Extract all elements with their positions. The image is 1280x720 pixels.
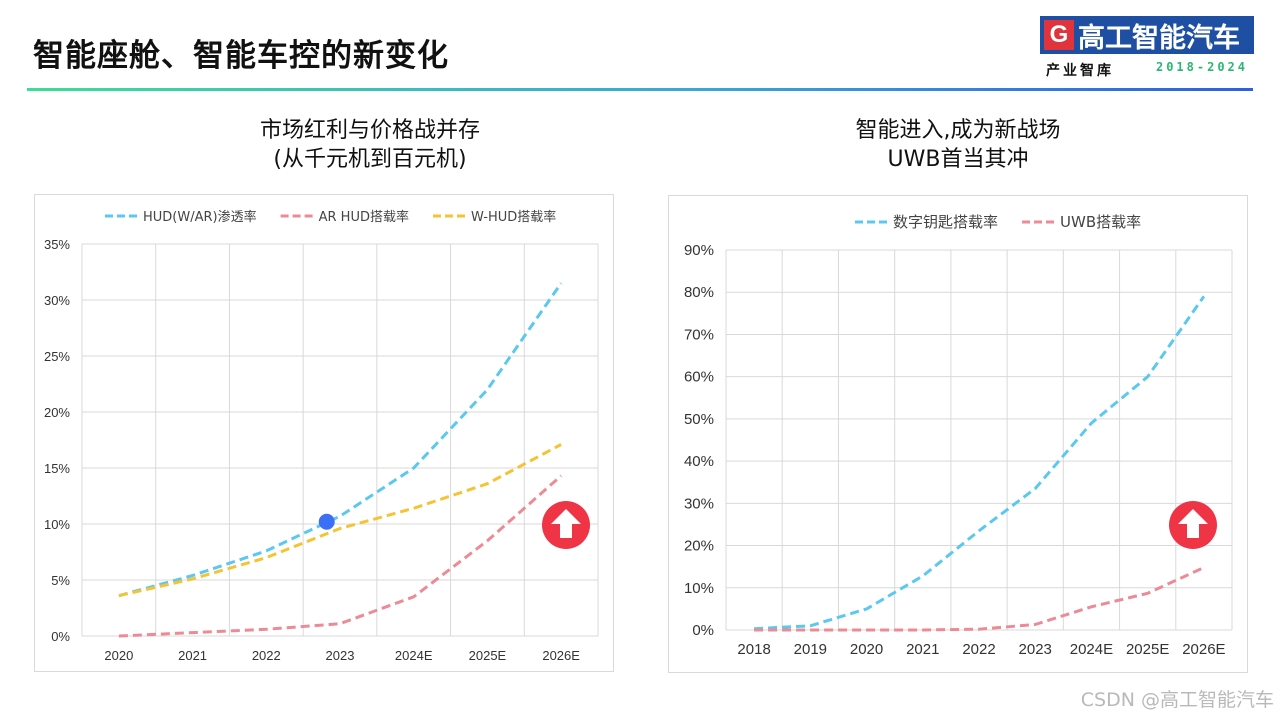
- key-xtick-label: 2023: [1019, 641, 1052, 658]
- hud-xtick-label: 2025E: [469, 648, 507, 663]
- key-ytick-label: 40%: [684, 453, 714, 470]
- key-series-line-0: [754, 295, 1206, 631]
- key-xtick-label: 2024E: [1070, 641, 1113, 658]
- left-panel-title-line2: (从千元机到百元机): [273, 147, 467, 172]
- hud-legend-label-1: AR HUD搭载率: [319, 209, 409, 225]
- logo-subtitle-left: 产业智库: [1046, 63, 1114, 79]
- digital-key-uwb-chart: 0% 10% 20% 30% 40% 50% 60% 70% 80% 90% 2018 2019 202…: [668, 195, 1248, 673]
- right-panel-title-line1: 智能进入,成为新战场: [855, 118, 1061, 143]
- hud-penetration-chart-svg: 0% 5% 10% 15% 20% 25% 30% 35% 2020 2021 2022 2023 20…: [44, 209, 599, 663]
- key-legend-label-0: 数字钥匙搭载率: [893, 213, 998, 231]
- left-panel-title-line1: 市场红利与价格战并存: [259, 118, 480, 143]
- hud-series-line-0: [118, 282, 563, 598]
- logo-subtitle-right: 2018-2024: [1155, 60, 1248, 74]
- header-divider: [27, 88, 1253, 91]
- key-xtick-label: 2020: [850, 641, 883, 658]
- key-ytick-label: 10%: [684, 580, 714, 597]
- key-ytick-label: 50%: [684, 411, 714, 428]
- hud-ytick-label: 15%: [44, 461, 70, 476]
- key-xtick-label: 2018: [737, 641, 770, 658]
- left-panel-title: 市场红利与价格战并存 (从千元机到百元机): [150, 116, 590, 174]
- key-xtick-label: 2025E: [1126, 641, 1169, 658]
- hud-penetration-chart: 0% 5% 10% 15% 20% 25% 30% 35% 2020 2021 2022 2023 20…: [34, 194, 614, 672]
- hud-ytick-label: 20%: [44, 405, 70, 420]
- key-xtick-label: 2022: [962, 641, 995, 658]
- hud-xtick-label: 2024E: [395, 648, 433, 663]
- key-ytick-label: 20%: [684, 538, 714, 555]
- right-panel-title-line2: UWB首当其冲: [887, 147, 1029, 172]
- hud-xtick-label: 2023: [326, 648, 355, 663]
- hud-ytick-label: 35%: [44, 237, 70, 252]
- hud-xtick-label: 2022: [252, 648, 281, 663]
- hud-series-line-1: [118, 474, 563, 638]
- key-ytick-label: 0%: [692, 622, 714, 639]
- key-up-arrow-icon: [1169, 501, 1217, 549]
- key-ytick-label: 60%: [684, 369, 714, 386]
- hud-ytick-label: 25%: [44, 349, 70, 364]
- key-ytick-label: 30%: [684, 495, 714, 512]
- logo-name: 高工智能汽车: [1078, 22, 1240, 54]
- key-xtick-label: 2026E: [1182, 641, 1225, 658]
- hud-highlight-point: [318, 513, 335, 530]
- hud-xtick-label: 2021: [178, 648, 207, 663]
- digital-key-uwb-chart-svg: 0% 10% 20% 30% 40% 50% 60% 70% 80% 90% 2018 2019 202…: [684, 213, 1233, 658]
- hud-legend-label-2: W-HUD搭载率: [471, 209, 556, 225]
- key-xtick-label: 2021: [906, 641, 939, 658]
- hud-series-line-2: [118, 443, 562, 598]
- page-title: 智能座舱、智能车控的新变化: [33, 38, 449, 74]
- key-ytick-label: 90%: [684, 242, 714, 259]
- hud-ytick-label: 10%: [44, 517, 70, 532]
- key-legend-label-1: UWB搭载率: [1060, 213, 1141, 231]
- key-ytick-label: 80%: [684, 284, 714, 301]
- hud-ytick-label: 0%: [51, 629, 70, 644]
- key-ytick-label: 70%: [684, 326, 714, 343]
- right-panel-title: 智能进入,成为新战场 UWB首当其冲: [738, 116, 1178, 174]
- hud-xtick-label: 2026E: [542, 648, 580, 663]
- logo-badge: G: [1044, 20, 1074, 50]
- key-series-line-1: [754, 566, 1205, 632]
- hud-legend-label-0: HUD(W/AR)渗透率: [143, 209, 257, 225]
- key-xtick-label: 2019: [794, 641, 827, 658]
- hud-xtick-label: 2020: [104, 648, 133, 663]
- hud-up-arrow-icon: [542, 501, 590, 549]
- hud-ytick-label: 5%: [51, 573, 70, 588]
- brand-logo: G 高工智能汽车 产业智库 2018-2024: [1040, 16, 1254, 80]
- logo-banner: G 高工智能汽车: [1040, 16, 1254, 54]
- watermark: CSDN @高工智能汽车: [1080, 689, 1274, 711]
- hud-ytick-label: 30%: [44, 293, 70, 308]
